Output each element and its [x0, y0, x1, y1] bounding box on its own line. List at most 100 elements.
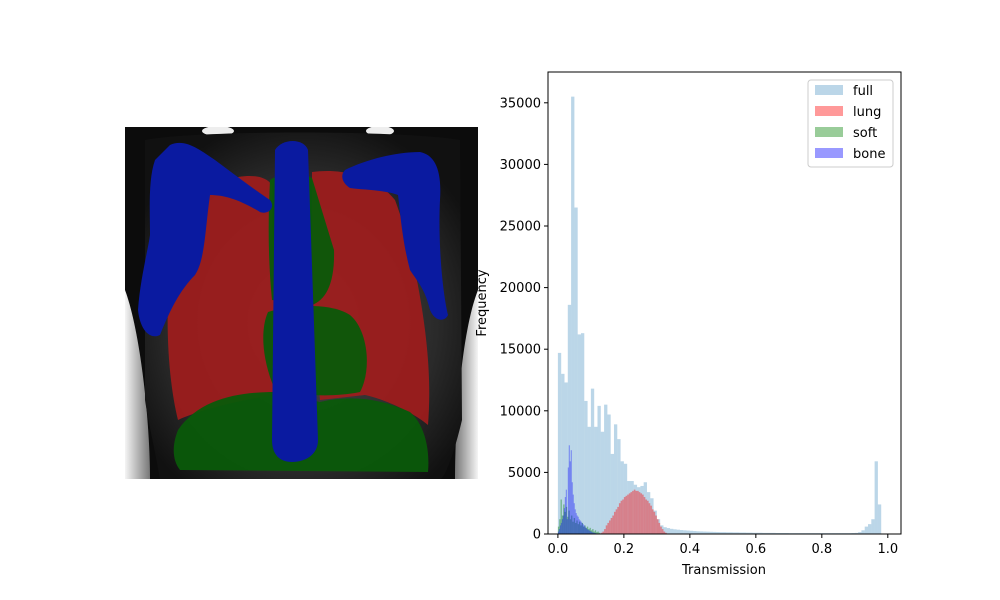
bar-full [759, 532, 763, 534]
bar-full [679, 530, 684, 534]
bar-lung [646, 500, 649, 534]
bar-full [864, 526, 869, 534]
bar-lung [625, 495, 628, 534]
bar-lung [655, 515, 657, 534]
bar-lung [609, 520, 611, 534]
bar-soft [559, 519, 561, 534]
bar-soft [579, 521, 581, 534]
bar-soft [581, 522, 583, 534]
bar-bone [563, 508, 565, 534]
bar-full [703, 531, 707, 534]
legend-label-soft: soft [853, 126, 877, 141]
bar-soft [582, 526, 585, 534]
bar-soft [589, 527, 591, 534]
bar-soft [597, 531, 599, 534]
bar-lung [650, 505, 652, 534]
bar-lung [605, 525, 608, 534]
y-tick-label: 35000 [500, 96, 541, 111]
bar-lung [600, 532, 603, 534]
bar-full [656, 519, 661, 534]
bar-bone [576, 515, 578, 534]
bar-lung [651, 509, 654, 534]
bar-lung [630, 492, 633, 534]
bar-bone [560, 522, 562, 534]
bar-soft [584, 525, 586, 534]
bar-bone [577, 516, 579, 534]
bar-lung [638, 492, 641, 534]
y-tick-label: 0 [533, 528, 541, 543]
bar-soft [565, 506, 568, 534]
bar-bone [578, 519, 580, 534]
bar-full [574, 207, 578, 534]
bar-full [765, 532, 770, 534]
bar-bone [570, 450, 572, 534]
legend-swatch-lung [815, 106, 843, 116]
bar-full [854, 532, 859, 534]
left-edge [125, 290, 150, 479]
bar-bone [580, 521, 582, 534]
bar-soft [563, 504, 565, 534]
bar-soft [598, 532, 601, 534]
bar-lung [658, 522, 661, 534]
bar-full [587, 426, 591, 534]
bar-lung [620, 500, 623, 534]
bar-lung [633, 489, 636, 534]
bar-lung [656, 519, 659, 534]
bar-full [871, 519, 875, 534]
x-tick-label: 0.6 [745, 542, 766, 557]
bar-bone [561, 519, 563, 534]
bar-full [577, 334, 581, 534]
x-axis-label: Transmission [681, 563, 766, 578]
y-axis-ticks: 0 5000 10000 15000 20000 25000 30000 35000 [500, 96, 548, 543]
bar-soft [573, 517, 576, 534]
bar-lung [622, 499, 624, 534]
bar-full [617, 439, 621, 534]
bar-lung [602, 531, 605, 534]
bar-soft [569, 519, 572, 534]
bar-full [683, 530, 687, 534]
bar-soft [567, 516, 569, 534]
legend-swatch-bone [815, 148, 843, 158]
bar-full [729, 532, 733, 534]
bar-bone [589, 530, 591, 534]
bar-full [637, 487, 641, 534]
bar-full [663, 527, 667, 534]
bar-lung [661, 529, 664, 534]
bar-soft [564, 511, 566, 534]
bar-bone [593, 532, 595, 534]
bar-soft [577, 524, 580, 534]
bar-full [689, 530, 694, 534]
bar-full [755, 532, 760, 534]
bar-lung [627, 494, 629, 534]
bar-lung [660, 526, 662, 534]
series-lung [600, 489, 667, 534]
bar-full [709, 531, 713, 534]
series-bone [557, 445, 598, 534]
bar-full [762, 532, 766, 534]
bar-full [706, 531, 710, 534]
y-tick-label: 20000 [500, 281, 541, 296]
bar-lung [607, 522, 610, 534]
bar-bone [569, 461, 571, 534]
bar-bone [574, 509, 576, 534]
bar-full [646, 492, 651, 534]
bar-full [736, 532, 740, 534]
bar-soft [588, 529, 590, 534]
bar-lung [604, 529, 606, 534]
legend-swatch-full [815, 85, 843, 95]
bar-lung [643, 497, 646, 534]
bar-full [874, 461, 878, 534]
bar-full [600, 431, 605, 534]
bar-bone [591, 532, 593, 534]
bar-full [571, 96, 575, 534]
bar-soft [560, 499, 562, 534]
bar-full [861, 530, 865, 534]
bar-full [623, 463, 628, 534]
bar-full [630, 481, 634, 534]
bar-lung [648, 503, 651, 534]
bar-full [749, 532, 753, 534]
bar-full [673, 529, 677, 534]
bar-bone [587, 529, 589, 534]
bar-soft [576, 520, 578, 534]
bar-full [627, 481, 631, 534]
